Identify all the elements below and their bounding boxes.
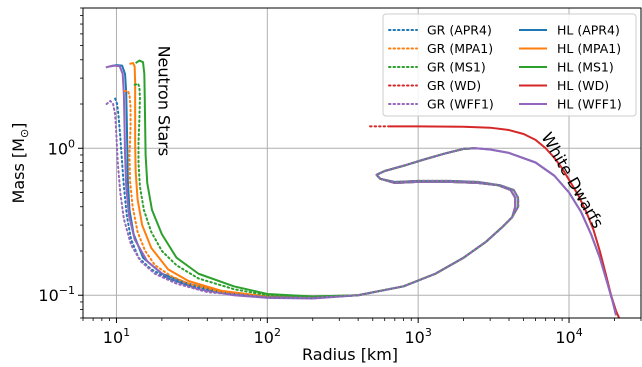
x-tick-base: 10	[103, 328, 123, 347]
y-tick-exponent: 0	[68, 137, 75, 150]
series-line-hl-wd	[389, 125, 621, 318]
legend-label: HL (APR4)	[557, 23, 620, 38]
series-layer	[105, 59, 621, 318]
y-axis-label: Mass [M⊙]	[9, 123, 31, 204]
annotation-label: Neutron Stars	[155, 46, 174, 157]
series-line-hl-wff1	[105, 64, 618, 316]
legend-label: HL (WFF1)	[557, 97, 622, 112]
legend-label: HL (MPA1)	[557, 41, 621, 56]
x-tick-label: 101	[103, 326, 130, 347]
x-tick-exponent: 1	[123, 326, 130, 339]
legend-label: HL (MS1)	[557, 60, 614, 75]
x-tick-base: 10	[555, 328, 575, 347]
y-tick-label: 100	[48, 137, 75, 158]
x-tick-base: 10	[254, 328, 274, 347]
x-axis-label: Radius [km]	[302, 345, 398, 364]
plot-frame	[82, 7, 642, 319]
y-tick-base: 10	[38, 286, 58, 305]
y-tick-base: 10	[48, 139, 68, 158]
legend-label: GR (WFF1)	[427, 97, 494, 112]
legend: GR (APR4) GR (MPA1) GR (MS1) GR (WD) GR (WFF…	[382, 13, 637, 117]
y-tick-label: 10−1	[38, 284, 75, 305]
x-tick-label: 103	[404, 326, 431, 347]
legend-label: GR (WD)	[427, 78, 481, 93]
y-axis-label-main: Mass [M	[9, 138, 28, 203]
x-tick-exponent: 3	[425, 326, 432, 339]
legend-box	[382, 13, 637, 117]
legend-label: GR (MS1)	[427, 60, 486, 75]
y-axis-label-close: ]	[9, 123, 28, 129]
x-tick-exponent: 4	[576, 326, 583, 339]
x-tick-base: 10	[404, 328, 424, 347]
series-line-gr-wff1	[105, 99, 520, 299]
y-axis-label-sun-symbol: ⊙	[18, 129, 31, 138]
y-tick-exponent: −1	[59, 284, 75, 297]
legend-label: GR (MPA1)	[427, 41, 493, 56]
legend-label: GR (APR4)	[427, 23, 492, 38]
x-tick-label: 104	[555, 326, 582, 347]
x-tick-exponent: 2	[274, 326, 281, 339]
legend-label: HL (WD)	[557, 78, 609, 93]
x-tick-label: 102	[254, 326, 281, 347]
